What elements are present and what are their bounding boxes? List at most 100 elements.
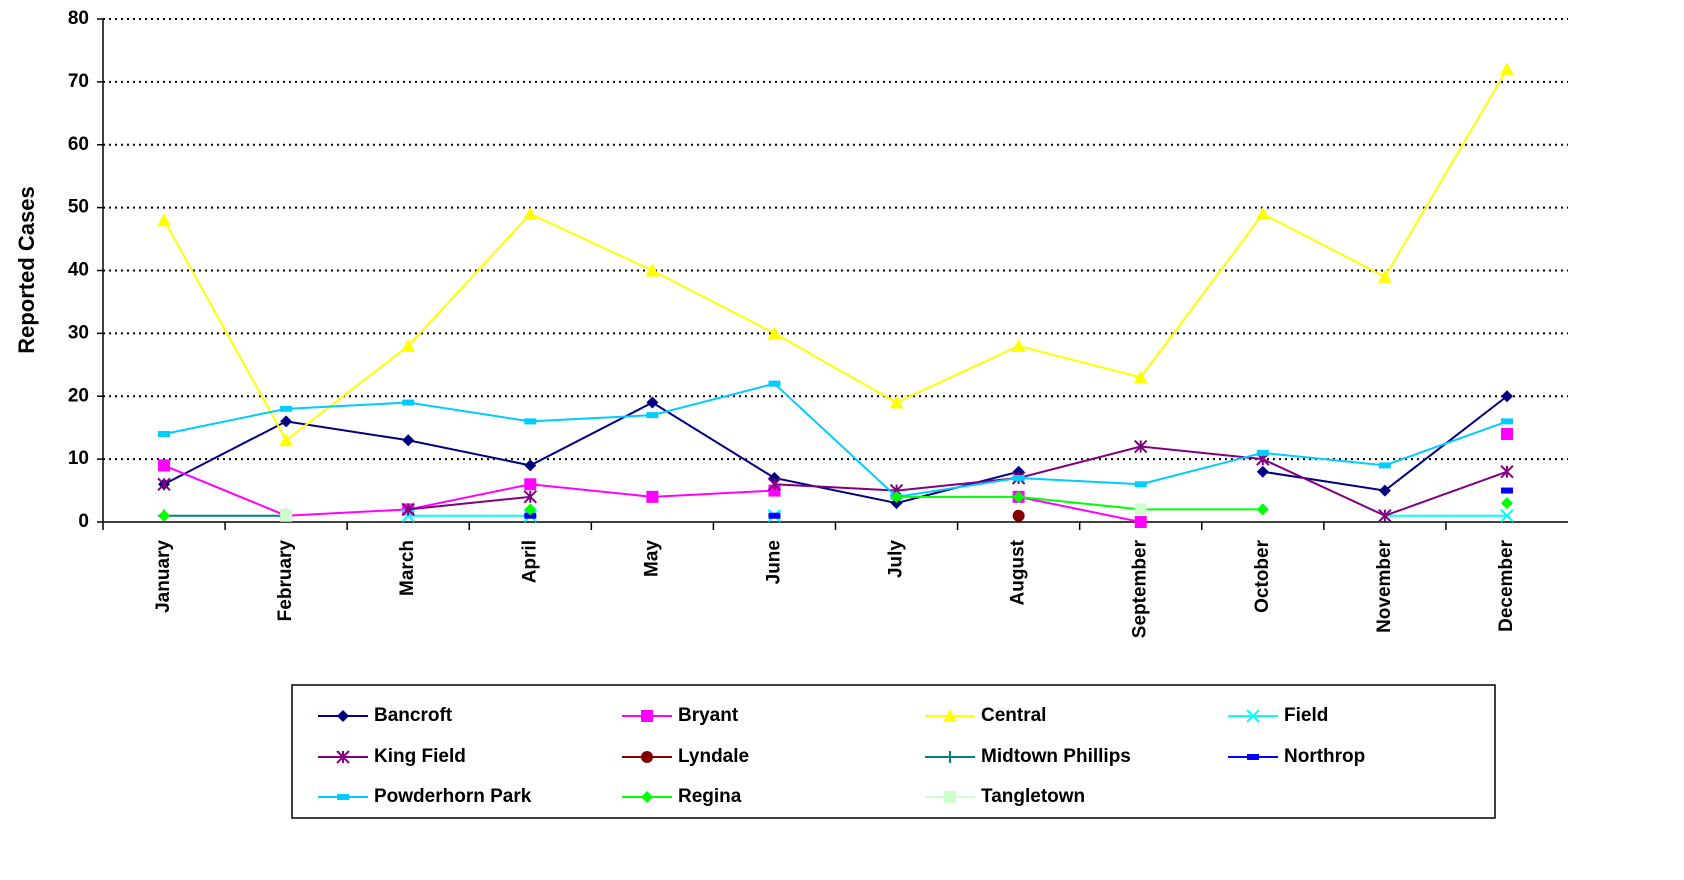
series-line: [163, 68, 1508, 442]
data-point: [279, 433, 294, 447]
series-line: [163, 382, 1508, 498]
legend-marker: [337, 794, 349, 800]
x-tick-label: May: [641, 540, 662, 577]
data-point: [1134, 481, 1147, 488]
data-point: [523, 490, 537, 504]
data-point: [157, 477, 171, 491]
legend-label: Field: [1284, 705, 1328, 726]
legend-label: Midtown Phillips: [981, 746, 1131, 767]
data-point: [157, 213, 172, 227]
data-point: [523, 206, 538, 220]
data-point: [1500, 418, 1513, 425]
data-point: [1256, 503, 1269, 516]
legend-label: King Field: [374, 746, 466, 767]
x-tick-label: April: [519, 540, 540, 583]
legend-label: Lyndale: [678, 746, 749, 767]
data-point: [890, 497, 903, 510]
legend-marker: [1247, 754, 1259, 760]
data-point: [524, 503, 537, 516]
legend-label: Bancroft: [374, 705, 453, 726]
y-tick-label: 70: [68, 71, 89, 92]
data-point: [1500, 509, 1514, 523]
data-point: [1133, 370, 1148, 384]
data-point: [158, 509, 171, 522]
data-point: [890, 490, 903, 503]
series-line: [897, 497, 1507, 510]
y-tick-label: 0: [78, 511, 89, 532]
legend-label: Northrop: [1284, 746, 1365, 767]
data-point: [1256, 465, 1269, 478]
data-point: [767, 477, 782, 491]
data-point: [1256, 449, 1269, 456]
data-point: [1500, 427, 1513, 440]
x-tick-label: March: [397, 540, 418, 596]
x-tick-label: February: [275, 540, 296, 622]
legend-marker: [641, 791, 653, 803]
data-point: [1134, 439, 1148, 454]
data-point: [889, 395, 904, 409]
y-tick-label: 30: [68, 322, 89, 343]
data-point: [1012, 474, 1025, 481]
data-point: [646, 412, 659, 419]
legend-marker: [641, 710, 653, 722]
data-point: [158, 459, 171, 472]
data-point: [646, 490, 659, 503]
legend-marker: [641, 751, 653, 763]
data-point: [768, 380, 781, 387]
data-point: [1255, 206, 1270, 220]
data-point: [158, 430, 171, 437]
legend-marker: [944, 791, 956, 803]
data-point: [1134, 516, 1147, 528]
legend-label: Tangletown: [981, 786, 1085, 807]
data-point: [1500, 487, 1513, 494]
data-point: [1378, 509, 1392, 523]
data-point: [645, 263, 660, 277]
data-point: [280, 405, 293, 412]
y-tick-label: 50: [68, 197, 89, 218]
x-tick-label: October: [1252, 539, 1273, 612]
legend-marker: [1246, 709, 1260, 723]
data-point: [1500, 390, 1513, 403]
data-point: [401, 502, 415, 517]
y-axis-label: Reported Cases: [14, 186, 39, 354]
data-point: [1012, 490, 1025, 503]
data-point: [646, 396, 659, 409]
data-point: [524, 418, 537, 425]
data-point: [402, 434, 415, 447]
y-tick-label: 20: [68, 385, 89, 406]
data-point: [280, 509, 293, 522]
y-tick-label: 10: [68, 448, 89, 469]
legend-marker: [337, 710, 349, 722]
legend-label: Central: [981, 705, 1046, 726]
data-point: [401, 338, 416, 352]
series-line: [408, 445, 1508, 517]
data-point: [1377, 269, 1392, 283]
data-point: [524, 459, 537, 472]
legend-label: Regina: [678, 786, 742, 807]
data-point: [280, 415, 293, 428]
data-point: [768, 512, 781, 519]
x-tick-label: November: [1374, 539, 1395, 633]
data-point: [1500, 497, 1513, 510]
legend-marker: [943, 709, 957, 722]
data-point: [402, 399, 415, 406]
data-point: [524, 512, 537, 519]
x-tick-label: August: [1008, 539, 1029, 605]
x-tick-label: January: [153, 540, 174, 613]
x-tick-label: December: [1496, 539, 1517, 631]
legend-label: Powderhorn Park: [374, 786, 532, 807]
legend-box: [291, 684, 1496, 819]
y-tick-label: 40: [68, 260, 89, 281]
data-point: [1378, 484, 1391, 497]
y-tick-label: 60: [68, 134, 89, 155]
data-point: [401, 509, 415, 523]
legend-marker: [336, 750, 350, 764]
data-point: [767, 326, 782, 340]
data-point: [1012, 509, 1025, 522]
data-point: [1011, 338, 1026, 352]
data-point: [1500, 464, 1514, 479]
legend-label: Bryant: [678, 705, 739, 726]
data-point: [1499, 62, 1514, 76]
data-point: [524, 478, 537, 491]
